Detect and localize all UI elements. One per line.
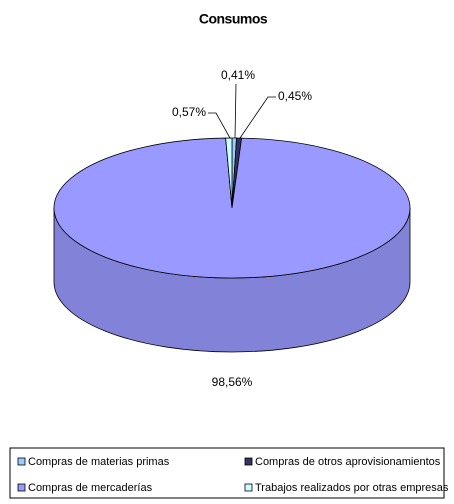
legend-swatch xyxy=(244,457,253,466)
leader-line xyxy=(234,83,237,139)
legend-label: Compras de mercaderías xyxy=(28,482,153,494)
legend-label: Trabajos realizados por otras empresas xyxy=(255,482,449,494)
data-label: 0,41% xyxy=(221,68,255,82)
data-label: 0,45% xyxy=(278,89,312,103)
legend-swatch xyxy=(17,457,26,466)
leader-line xyxy=(239,96,276,139)
leader-line xyxy=(208,112,231,139)
data-label: 0,57% xyxy=(172,105,206,119)
legend-label: Compras de otros aprovisionamientos xyxy=(255,456,441,468)
legend-swatch xyxy=(244,483,253,492)
legend-label: Compras de materias primas xyxy=(28,456,170,468)
pie-slice xyxy=(53,137,411,279)
legend-box xyxy=(9,447,445,499)
legend-swatch xyxy=(17,483,26,492)
data-label: 98,56% xyxy=(212,375,253,389)
pie-slice xyxy=(225,137,233,209)
chart-title: Consumos xyxy=(199,11,268,27)
